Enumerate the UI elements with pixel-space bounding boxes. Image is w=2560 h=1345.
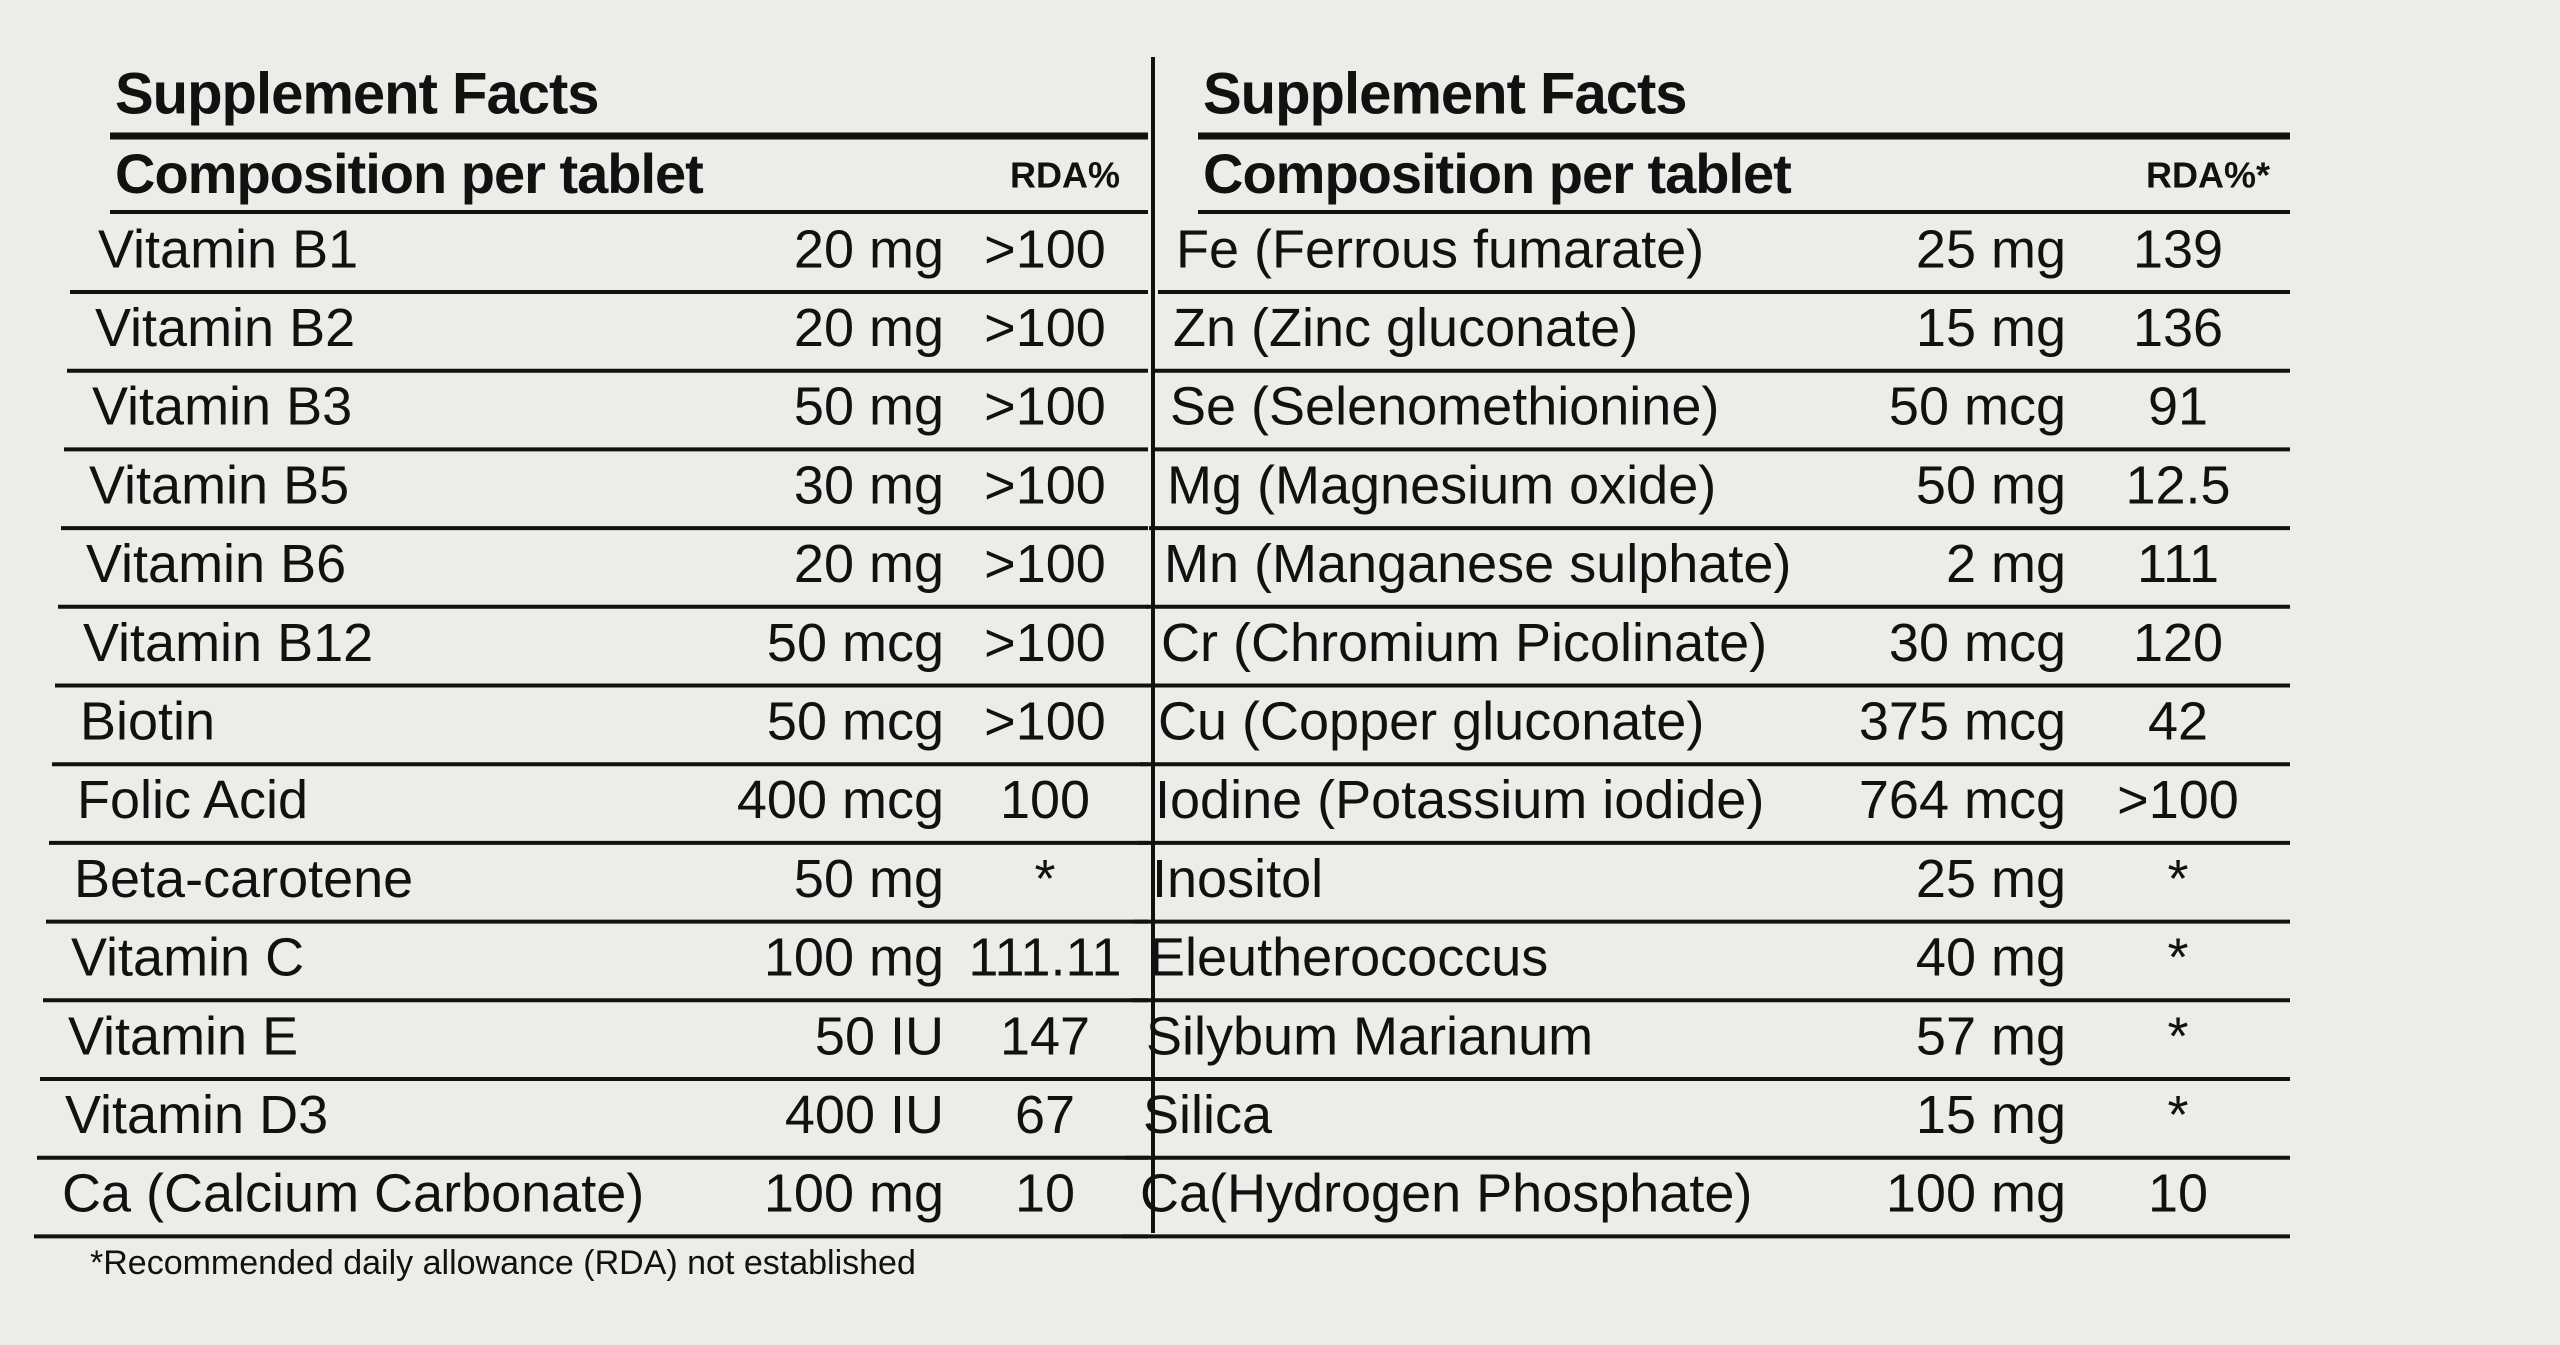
rda: >100 xyxy=(984,534,1106,594)
amount: 50 mg xyxy=(794,849,944,909)
nutrient-name: Cu (Copper gluconate) xyxy=(1158,691,1704,751)
nutrient-name: Vitamin D3 xyxy=(65,1085,328,1145)
amount: 15 mg xyxy=(1916,1085,2066,1145)
nutrient-name: Vitamin B5 xyxy=(89,455,349,515)
amount: 20 mg xyxy=(794,534,944,594)
rda: >100 xyxy=(2117,770,2239,830)
rda: 147 xyxy=(1000,1006,1090,1066)
nutrient-name: Fe (Ferrous fumarate) xyxy=(1176,219,1704,279)
nutrient-name: Vitamin B3 xyxy=(92,377,352,437)
amount: 764 mcg xyxy=(1859,770,2066,830)
nutrient-name: Vitamin B2 xyxy=(95,298,355,358)
column-header: RDA%* xyxy=(2146,155,2270,196)
amount: 25 mg xyxy=(1916,849,2066,909)
amount: 50 IU xyxy=(815,1006,944,1066)
amount: 50 mcg xyxy=(767,613,944,673)
rda: >100 xyxy=(984,298,1106,358)
amount: 20 mg xyxy=(794,298,944,358)
nutrient-name: Se (Selenomethionine) xyxy=(1170,377,1719,437)
amount: 57 mg xyxy=(1916,1006,2066,1066)
amount: 50 mg xyxy=(1916,455,2066,515)
nutrient-name: Inositol xyxy=(1152,849,1323,909)
amount: 100 mg xyxy=(764,928,944,988)
nutrient-name: Ca (Calcium Carbonate) xyxy=(62,1164,644,1224)
amount: 2 mg xyxy=(1946,534,2066,594)
nutrient-name: Silica xyxy=(1143,1085,1273,1145)
nutrient-name: Biotin xyxy=(80,691,215,751)
amount: 30 mg xyxy=(794,455,944,515)
nutrient-name: Iodine (Potassium iodide) xyxy=(1155,770,1764,830)
nutrient-name: Silybum Marianum xyxy=(1146,1006,1593,1066)
rda: >100 xyxy=(984,455,1106,515)
rda: 42 xyxy=(2148,691,2208,751)
rda: 139 xyxy=(2133,219,2223,279)
rda: 111 xyxy=(2137,534,2219,594)
column-header: Composition per tablet xyxy=(115,142,703,205)
rda: 111.11 xyxy=(968,928,1121,988)
rda: >100 xyxy=(984,377,1106,437)
amount: 375 mcg xyxy=(1859,691,2066,751)
rda: >100 xyxy=(984,613,1106,673)
amount: 100 mg xyxy=(764,1164,944,1224)
column-header: RDA% xyxy=(1010,155,1120,196)
nutrient-name: Vitamin B6 xyxy=(86,534,346,594)
amount: 400 IU xyxy=(785,1085,944,1145)
rda: * xyxy=(2167,1085,2188,1145)
amount: 15 mg xyxy=(1916,298,2066,358)
footnote: *Recommended daily allowance (RDA) not e… xyxy=(90,1244,916,1282)
rda: >100 xyxy=(984,219,1106,279)
nutrient-name: Vitamin B1 xyxy=(98,219,358,279)
amount: 25 mg xyxy=(1916,219,2066,279)
rda: 91 xyxy=(2148,377,2208,437)
nutrient-name: Vitamin B12 xyxy=(83,613,373,673)
amount: 50 mcg xyxy=(767,691,944,751)
nutrient-name: Vitamin E xyxy=(68,1006,298,1066)
table-title: Supplement Facts xyxy=(1203,61,1687,126)
nutrient-name: Mg (Magnesium oxide) xyxy=(1167,455,1716,515)
nutrient-name: Zn (Zinc gluconate) xyxy=(1173,298,1638,358)
amount: 100 mg xyxy=(1886,1164,2066,1224)
table-title: Supplement Facts xyxy=(115,61,599,126)
rda: >100 xyxy=(984,691,1106,751)
rda: 120 xyxy=(2133,613,2223,673)
rda: 12.5 xyxy=(2125,455,2230,515)
rda: 100 xyxy=(1000,770,1090,830)
amount: 20 mg xyxy=(794,219,944,279)
rda: 136 xyxy=(2133,298,2223,358)
rda: * xyxy=(1034,849,1055,909)
amount: 50 mg xyxy=(794,377,944,437)
nutrient-name: Beta-carotene xyxy=(74,849,413,909)
nutrient-name: Folic Acid xyxy=(77,770,308,830)
nutrient-name: Eleutherococcus xyxy=(1149,928,1548,988)
column-header: Composition per tablet xyxy=(1203,142,1791,205)
nutrient-name: Cr (Chromium Picolinate) xyxy=(1161,613,1767,673)
rda: 10 xyxy=(1015,1164,1075,1224)
rda: 67 xyxy=(1015,1085,1075,1145)
rda: * xyxy=(2167,1006,2188,1066)
nutrient-name: Vitamin C xyxy=(71,928,304,988)
nutrient-name: Ca(Hydrogen Phosphate) xyxy=(1140,1164,1752,1224)
amount: 30 mcg xyxy=(1889,613,2066,673)
nutrient-name: Mn (Manganese sulphate) xyxy=(1164,534,1791,594)
amount: 50 mcg xyxy=(1889,377,2066,437)
amount: 40 mg xyxy=(1916,928,2066,988)
rda: * xyxy=(2167,928,2188,988)
rda: * xyxy=(2167,849,2188,909)
amount: 400 mcg xyxy=(737,770,944,830)
rda: 10 xyxy=(2148,1164,2208,1224)
